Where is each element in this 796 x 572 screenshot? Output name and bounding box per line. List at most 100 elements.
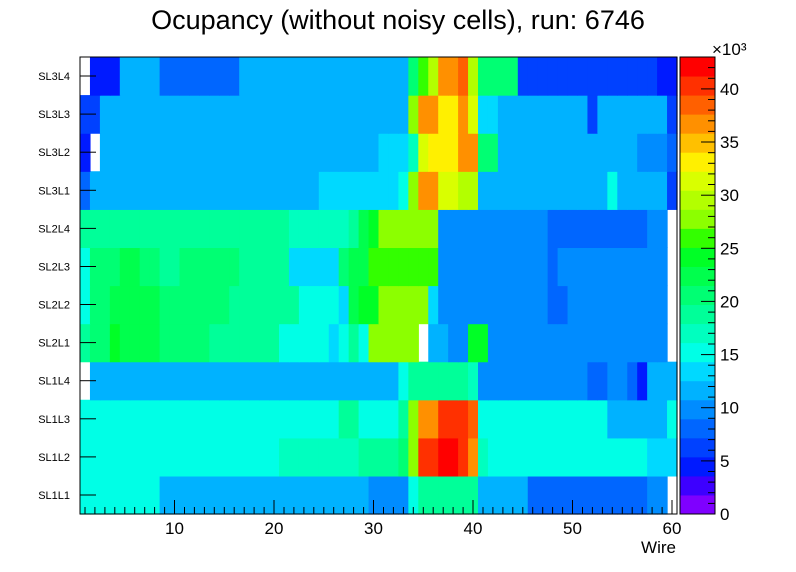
heatmap-cell [468,285,479,325]
heatmap-cell [567,285,579,325]
heatmap-cell [418,399,429,439]
heatmap-cell [169,133,181,172]
heatmap-cell [149,437,161,477]
heatmap-cell [219,285,230,325]
heatmap-cell [159,437,171,477]
heatmap-cell [149,247,161,287]
heatmap-cell [279,475,290,515]
heatmap-cell [607,95,618,134]
heatmap-cell [139,361,151,401]
y-tick-label: SL3L2 [38,147,70,159]
heatmap-cell [517,437,529,477]
heatmap-cell [438,209,449,249]
heatmap-cell [129,323,141,363]
heatmap-cell [288,247,300,287]
heatmap-cell [139,399,151,439]
heatmap-cell [269,133,280,172]
heatmap-cell [99,399,111,439]
heatmap-cell [358,95,370,134]
heatmap-cell [468,57,479,96]
heatmap-cell [378,437,390,477]
heatmap-cell [647,171,658,210]
heatmap-cell [348,95,360,134]
heatmap-cell [547,247,559,287]
color-scale-band [680,266,715,286]
heatmap-cell [229,95,240,134]
heatmap-cell [378,399,390,439]
heatmap-cell [358,247,370,287]
heatmap-cell [398,399,409,439]
heatmap-cell [577,133,589,172]
color-scale-band [680,133,715,153]
heatmap-cell [428,475,439,515]
heatmap-cell [557,133,569,172]
heatmap-cell [428,361,439,401]
heatmap-cell [408,171,419,210]
heatmap-cell [199,57,210,96]
heatmap-cell [627,323,638,363]
heatmap-cell [129,475,141,515]
heatmap-cell [398,171,409,210]
heatmap-cell [229,437,240,477]
heatmap-cell [288,399,300,439]
heatmap-cell [229,209,240,249]
heatmap-cell [577,247,589,287]
heatmap-cell [567,133,579,172]
heatmap-cell [199,133,210,172]
heatmap-cell [99,133,111,172]
heatmap-cell [527,247,539,287]
heatmap-cell [388,95,399,134]
heatmap-cell [249,323,260,363]
heatmap-cell [478,361,489,401]
color-scale-band [680,475,715,496]
heatmap-cell [517,361,529,401]
heatmap-cell [119,361,131,401]
heatmap-cell [587,133,598,172]
heatmap-cell [468,361,479,401]
heatmap-cell [667,399,678,439]
heatmap-cell [279,247,290,287]
heatmap-cell [617,133,628,172]
heatmap-cell [557,285,569,325]
heatmap-cell [438,247,449,287]
heatmap-cell [557,475,569,515]
heatmap-cell [129,247,141,287]
heatmap-cell [119,95,131,134]
heatmap-cell [328,399,340,439]
heatmap-cell [209,247,220,287]
heatmap-cell [318,95,330,134]
heatmap-cell [139,437,151,477]
heatmap-cell [149,209,161,249]
heatmap-cell [269,285,280,325]
heatmap-cell [279,95,290,134]
heatmap-cell [597,209,608,249]
heatmap-cell [537,399,549,439]
heatmap-cell [577,437,589,477]
heatmap-cell [567,95,579,134]
heatmap-cell [637,323,648,363]
heatmap-cell [338,133,350,172]
heatmap-cell [259,57,270,96]
heatmap-cell [637,133,648,172]
heatmap-cell [378,209,390,249]
heatmap-cell [378,247,390,287]
color-scale-band [680,171,715,191]
heatmap-cell [657,323,668,363]
heatmap-cell [249,437,260,477]
heatmap-cell [637,209,648,249]
heatmap-cell [497,171,509,210]
heatmap-cell [527,361,539,401]
heatmap-cell [438,361,449,401]
heatmap-cell [219,171,230,210]
heatmap-cell [388,57,399,96]
heatmap-cell [587,95,598,134]
heatmap-cell [259,361,270,401]
heatmap-cell [627,209,638,249]
heatmap-cell [368,247,380,287]
heatmap-cell [547,285,559,325]
heatmap-cell [139,57,151,96]
heatmap-cell [587,475,598,515]
heatmap-cell [318,361,330,401]
heatmap-cell [328,247,340,287]
x-tick-label: 50 [563,519,582,538]
